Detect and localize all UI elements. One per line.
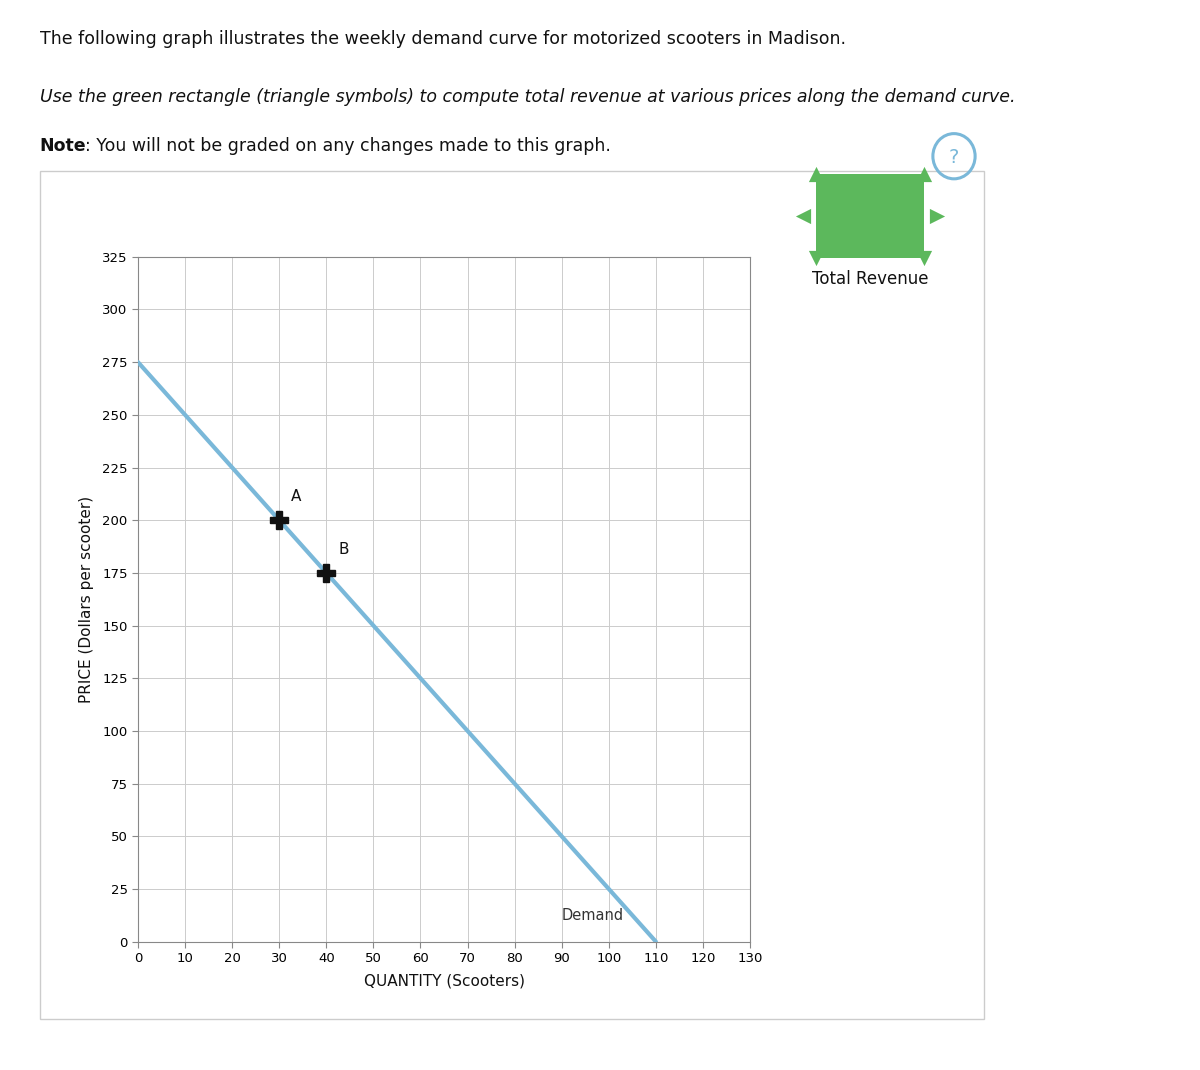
Point [806, 166, 826, 183]
Text: Demand: Demand [562, 907, 624, 922]
Point [793, 208, 812, 225]
Text: : You will not be graded on any changes made to this graph.: : You will not be graded on any changes … [85, 137, 611, 155]
Point [914, 166, 934, 183]
Y-axis label: PRICE (Dollars per scooter): PRICE (Dollars per scooter) [79, 495, 94, 703]
Text: Note: Note [40, 137, 86, 155]
Text: Total Revenue: Total Revenue [811, 271, 929, 289]
Text: Use the green rectangle (triangle symbols) to compute total revenue at various p: Use the green rectangle (triangle symbol… [40, 88, 1015, 106]
Text: The following graph illustrates the weekly demand curve for motorized scooters i: The following graph illustrates the week… [40, 30, 846, 48]
X-axis label: QUANTITY (Scooters): QUANTITY (Scooters) [364, 974, 524, 989]
Text: ?: ? [949, 148, 959, 167]
Bar [816, 174, 924, 258]
Text: B: B [338, 541, 348, 556]
Point [928, 208, 947, 225]
Point [806, 249, 826, 266]
Point [914, 249, 934, 266]
Text: A: A [292, 489, 301, 504]
